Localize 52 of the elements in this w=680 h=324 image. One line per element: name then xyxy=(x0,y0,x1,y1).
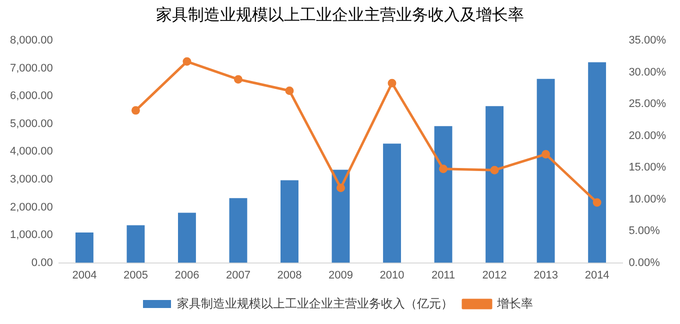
y-tick-label: 4,000.00 xyxy=(10,146,53,158)
y2-tick-label: 10.00% xyxy=(628,193,666,206)
x-tick-label: 2010 xyxy=(380,269,404,282)
y2-tick-label: 35.00% xyxy=(628,34,666,47)
point xyxy=(131,106,140,115)
point xyxy=(388,78,396,88)
point xyxy=(182,57,192,66)
point xyxy=(234,75,242,84)
legend-label: 家具制造业规模以上工业企业主营业务收入（亿元） xyxy=(177,296,453,310)
point xyxy=(285,86,294,96)
y-tick-label: 0.00 xyxy=(31,256,53,269)
y2-tick-label: 5.00% xyxy=(628,225,660,238)
x-tick-label: 2012 xyxy=(482,269,507,282)
point xyxy=(439,164,448,174)
point xyxy=(336,184,346,192)
bar xyxy=(486,106,504,263)
point xyxy=(542,150,550,158)
y2-tick-label: 25.00% xyxy=(628,98,666,110)
point xyxy=(490,166,499,174)
bar xyxy=(75,232,94,263)
x-tick-label: 2013 xyxy=(534,269,558,282)
x-tick-label: 2006 xyxy=(174,269,200,282)
y2-tick-label: 0.00% xyxy=(628,256,660,269)
y2-tick-label: 30.00% xyxy=(628,66,666,78)
bar xyxy=(229,198,248,263)
bar xyxy=(588,62,606,263)
y-tick-label: 2,000.00 xyxy=(10,201,53,214)
y-tick-label: 1,000.00 xyxy=(10,229,53,242)
y-tick-label: 8,000.00 xyxy=(10,34,53,47)
y2-tick-label: 20.00% xyxy=(628,130,666,142)
x-tick-label: 2008 xyxy=(277,269,302,282)
y-tick-label: 5,000.00 xyxy=(10,118,53,130)
legend-label: 增长率 xyxy=(496,296,533,310)
x-tick-label: 2007 xyxy=(226,269,250,282)
y-tick-label: 7,000.00 xyxy=(10,62,53,74)
x-tick-label: 2009 xyxy=(328,269,353,282)
x-tick-label: 2011 xyxy=(431,269,456,282)
bar xyxy=(434,126,452,263)
y-tick-label: 6,000.00 xyxy=(10,90,53,102)
bar xyxy=(332,170,350,263)
bar xyxy=(383,144,401,263)
bar xyxy=(178,212,196,263)
point xyxy=(592,198,602,207)
y-tick-label: 3,000.00 xyxy=(10,174,53,186)
chart-title: 家具制造业规模以上工业企业主营业务收入及增长率 xyxy=(155,4,525,26)
y2-tick-label: 15.00% xyxy=(628,162,666,174)
bar xyxy=(126,225,145,263)
bar xyxy=(536,78,555,263)
x-tick-label: 2014 xyxy=(584,269,610,282)
x-tick-label: 2005 xyxy=(123,269,148,282)
x-tick-label: 2004 xyxy=(72,269,97,282)
bar xyxy=(280,180,298,263)
